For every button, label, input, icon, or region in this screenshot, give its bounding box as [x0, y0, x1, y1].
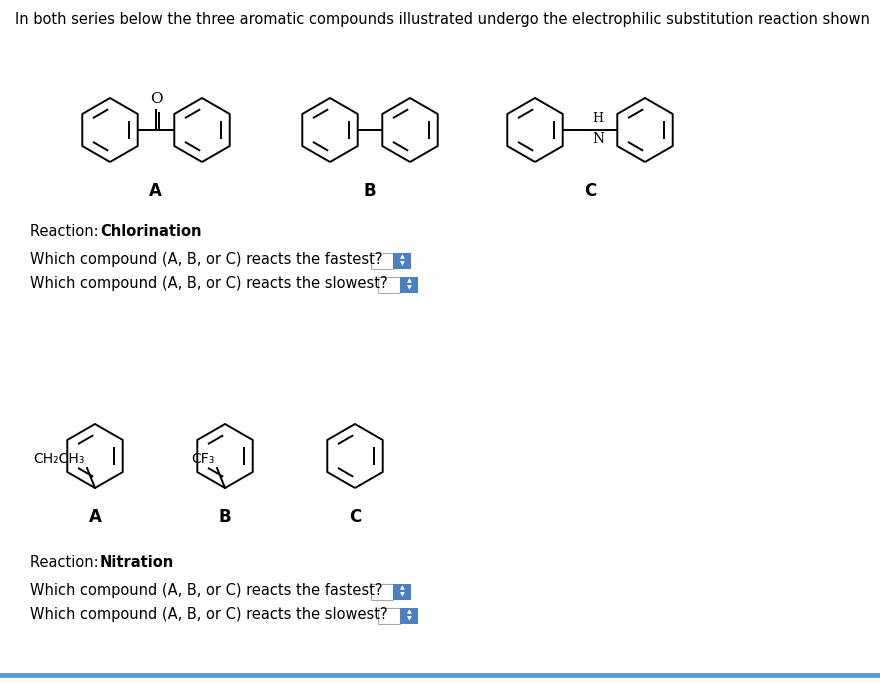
Text: ▼: ▼: [407, 285, 411, 290]
Text: A: A: [149, 182, 161, 200]
Text: ▲: ▲: [407, 279, 411, 283]
Text: ▼: ▼: [407, 617, 411, 622]
Text: ▲: ▲: [400, 255, 405, 260]
Text: ▲: ▲: [407, 609, 411, 615]
Bar: [400, 277, 418, 293]
Bar: [378, 277, 400, 293]
Text: C: C: [583, 182, 596, 200]
Bar: [371, 253, 393, 269]
Text: O: O: [150, 92, 162, 106]
Text: B: B: [219, 508, 231, 526]
Text: ▲: ▲: [400, 585, 405, 591]
Text: Reaction:: Reaction:: [30, 224, 103, 239]
Text: ▼: ▼: [400, 262, 405, 266]
Text: A: A: [89, 508, 101, 526]
Text: Chlorination: Chlorination: [100, 224, 202, 239]
Text: Which compound (A, B, or C) reacts the fastest?: Which compound (A, B, or C) reacts the f…: [30, 252, 383, 267]
Text: CF₃: CF₃: [192, 452, 215, 466]
Bar: [371, 584, 393, 600]
Text: In both series below the three aromatic compounds illustrated undergo the electr: In both series below the three aromatic …: [15, 12, 869, 27]
Text: CH₂CH₃: CH₂CH₃: [33, 452, 85, 466]
Text: Which compound (A, B, or C) reacts the slowest?: Which compound (A, B, or C) reacts the s…: [30, 607, 387, 622]
Bar: [393, 253, 411, 269]
Bar: [400, 608, 418, 624]
Text: Which compound (A, B, or C) reacts the fastest?: Which compound (A, B, or C) reacts the f…: [30, 583, 383, 598]
Text: ▼: ▼: [400, 592, 405, 598]
Text: B: B: [363, 182, 377, 200]
Text: N: N: [592, 132, 605, 146]
Bar: [378, 608, 400, 624]
Text: H: H: [592, 112, 603, 125]
Bar: [393, 584, 411, 600]
Text: Which compound (A, B, or C) reacts the slowest?: Which compound (A, B, or C) reacts the s…: [30, 276, 387, 291]
Text: Reaction:: Reaction:: [30, 555, 103, 570]
Text: Nitration: Nitration: [100, 555, 174, 570]
Text: C: C: [348, 508, 361, 526]
